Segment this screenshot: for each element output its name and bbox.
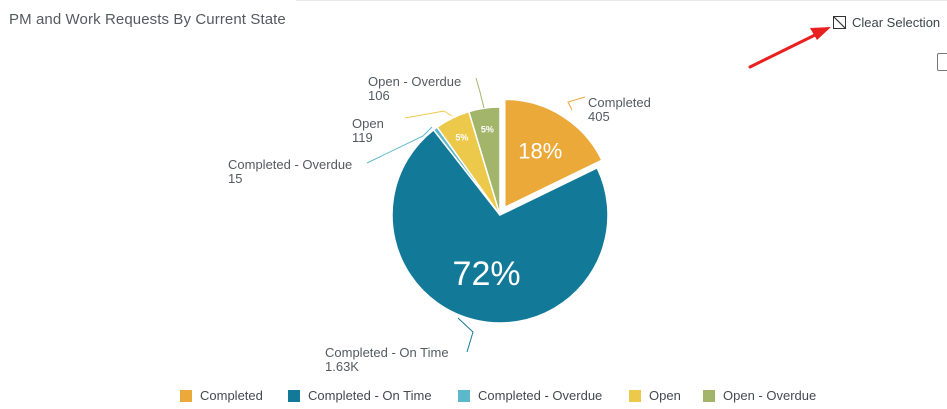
pie-slice-open-overdue[interactable] <box>467 106 501 216</box>
slice-name-label: Open <box>352 116 384 131</box>
slice-percent-label: 5% <box>455 133 468 143</box>
slice-name-label: Completed - On Time <box>325 345 449 360</box>
legend-item-completed[interactable]: Completed <box>180 388 263 403</box>
slice-value-label: 405 <box>588 109 610 124</box>
slice-callout-line <box>366 126 433 164</box>
slice-callout-line <box>457 317 474 353</box>
legend-swatch <box>180 389 192 402</box>
legend-label: Completed - On Time <box>308 388 432 403</box>
clear-selection-label: Clear Selection <box>852 14 941 30</box>
slice-callout-line <box>567 96 586 111</box>
legend-label: Completed - Overdue <box>478 388 603 403</box>
slice-value-label: 106 <box>368 88 390 103</box>
scroll-edge-widget[interactable] <box>937 53 947 71</box>
legend-swatch <box>703 389 715 402</box>
legend-swatch <box>629 389 641 402</box>
clear-selection-button[interactable]: Clear Selection <box>833 13 940 31</box>
chart-legend: Completed Completed - On Time Completed - … <box>0 384 947 408</box>
legend-label: Open <box>649 388 681 403</box>
legend-label: Completed <box>200 388 263 403</box>
slice-percent-label: 72% <box>453 255 521 293</box>
legend-item-open[interactable]: Open <box>629 388 681 403</box>
slice-value-label: 119 <box>352 130 373 145</box>
slice-name-label: Open - Overdue <box>368 74 461 89</box>
clear-selection-icon <box>833 15 846 29</box>
slice-value-label: 15 <box>228 171 242 186</box>
slice-value-label: 1.63K <box>325 359 359 374</box>
chart-title: PM and Work Requests By Current State <box>9 11 286 28</box>
slice-percent-label: 5% <box>481 125 494 135</box>
legend-item-completed-on-time[interactable]: Completed - On Time <box>288 388 432 403</box>
pie-slice-completed-on-time[interactable] <box>391 128 609 324</box>
legend-item-completed-overdue[interactable]: Completed - Overdue <box>458 388 602 403</box>
legend-label: Open - Overdue <box>723 388 817 403</box>
legend-swatch <box>288 389 300 402</box>
slice-name-label: Completed <box>588 95 651 110</box>
legend-swatch <box>458 389 470 402</box>
slice-callout-line <box>475 77 485 109</box>
pie-slice-completed[interactable] <box>504 98 603 209</box>
top-divider <box>296 0 947 1</box>
slice-percent-label: 18% <box>518 138 562 163</box>
slice-name-label: Completed - Overdue <box>228 157 352 172</box>
slice-callout-line <box>404 110 453 119</box>
legend-item-open-overdue[interactable]: Open - Overdue <box>703 388 816 403</box>
